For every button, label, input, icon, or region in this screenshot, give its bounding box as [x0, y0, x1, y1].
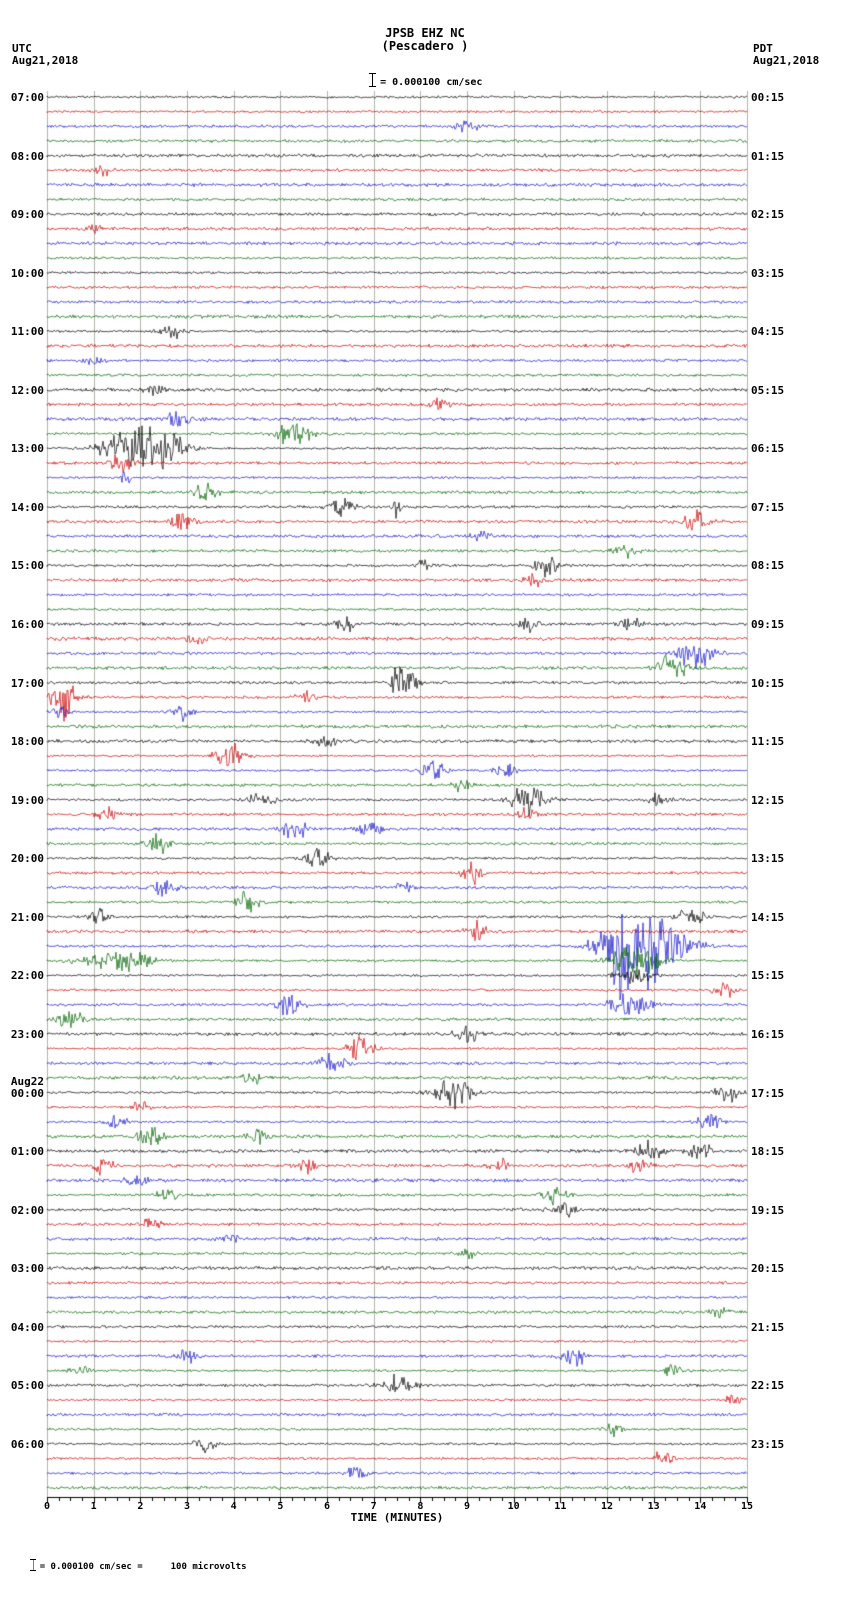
pdt-hour-label: 23:15 — [751, 1437, 785, 1451]
utc-date: Aug21,2018 — [12, 54, 79, 67]
utc-hour-label: 20:00 — [10, 852, 44, 866]
pdt-hour-label: 20:15 — [751, 1262, 785, 1276]
pdt-hour-label: 12:15 — [751, 793, 785, 807]
x-tick-label: 14 — [694, 1501, 707, 1512]
utc-hour-label: 00:00 — [10, 1086, 44, 1100]
x-tick-label: 4 — [230, 1501, 237, 1512]
pdt-hour-label: 09:15 — [751, 618, 785, 632]
header-scale-line: = 0.000100 cm/sec — [345, 62, 482, 99]
pdt-hour-label: 06:15 — [751, 442, 785, 456]
utc-hour-label: 18:00 — [10, 735, 44, 749]
pdt-hour-label: 08:15 — [751, 559, 785, 573]
station-title: JPSB EHZ NC — [385, 26, 465, 40]
utc-hour-label: 23:00 — [10, 1027, 44, 1041]
station-subtitle: (Pescadero ) — [381, 39, 469, 53]
pdt-hour-label: 02:15 — [751, 208, 785, 222]
x-tick-label: 10 — [507, 1501, 520, 1512]
utc-hour-label: 03:00 — [10, 1262, 44, 1276]
utc-hour-label: 15:00 — [10, 559, 44, 573]
utc-hour-label: 21:00 — [10, 910, 44, 924]
utc-hour-label: 06:00 — [10, 1437, 44, 1451]
x-tick-label: 11 — [554, 1501, 567, 1512]
pdt-hour-label: 04:15 — [751, 325, 785, 339]
pdt-hour-label: 00:15 — [751, 91, 785, 104]
x-tick-label: 13 — [647, 1501, 660, 1512]
x-axis-title: TIME (MINUTES) — [350, 1511, 444, 1524]
pdt-hour-label: 10:15 — [751, 676, 785, 690]
pdt-hour-label: 05:15 — [751, 383, 785, 397]
utc-label: UTC — [12, 42, 32, 55]
footer-scale-value: 100 microvolts — [170, 1562, 247, 1572]
utc-hour-label: 22:00 — [10, 969, 44, 983]
footer-ibeam-icon — [29, 1559, 36, 1571]
utc-hour-label: 07:00 — [10, 91, 44, 104]
x-tick-label: 0 — [43, 1501, 51, 1512]
utc-hour-label: 08:00 — [10, 149, 44, 163]
header-scale-text: = 0.000100 cm/sec — [380, 77, 483, 88]
pdt-hour-label: 21:15 — [751, 1320, 785, 1334]
footer-scale-text: = 0.000100 cm/sec = — [39, 1562, 143, 1572]
utc-hour-label: 17:00 — [10, 676, 44, 690]
pdt-hour-label: 19:15 — [751, 1203, 785, 1217]
utc-hour-label: 09:00 — [10, 208, 44, 222]
utc-hour-label: 13:00 — [10, 442, 44, 456]
x-tick-label: 8 — [417, 1501, 424, 1512]
x-tick-label: 1 — [90, 1501, 97, 1512]
x-tick-label: 15 — [740, 1501, 754, 1512]
pdt-hour-label: 14:15 — [751, 910, 785, 924]
utc-hour-label: 14:00 — [10, 500, 44, 514]
utc-hour-label: 11:00 — [10, 325, 44, 339]
pdt-hour-label: 16:15 — [751, 1027, 785, 1041]
utc-hour-label: 19:00 — [10, 793, 44, 807]
x-tick-label: 3 — [183, 1501, 191, 1512]
utc-hour-label: 10:00 — [10, 266, 44, 280]
x-tick-label: 2 — [137, 1501, 144, 1512]
x-tick-label: 5 — [277, 1501, 284, 1512]
pdt-hour-label: 11:15 — [751, 735, 785, 749]
utc-hour-label: 12:00 — [10, 383, 44, 397]
pdt-date: Aug21,2018 — [753, 54, 820, 67]
pdt-hour-label: 18:15 — [751, 1145, 785, 1159]
pdt-label: PDT — [753, 42, 773, 55]
pdt-hour-label: 15:15 — [751, 969, 785, 983]
pdt-hour-label: 17:15 — [751, 1086, 785, 1100]
pdt-hour-label: 01:15 — [751, 149, 785, 163]
pdt-hour-label: 07:15 — [751, 500, 785, 514]
utc-hour-label: 01:00 — [10, 1145, 44, 1159]
utc-hour-label: 02:00 — [10, 1203, 44, 1217]
utc-date-rollover: Aug22 — [10, 1074, 44, 1088]
x-tick-label: 12 — [600, 1501, 614, 1512]
utc-hour-label: 04:00 — [10, 1320, 44, 1334]
pdt-hour-label: 03:15 — [751, 266, 785, 280]
utc-hour-label: 05:00 — [10, 1379, 44, 1393]
x-tick-label: 6 — [323, 1501, 331, 1512]
scale-ibeam-icon — [369, 73, 377, 87]
x-tick-label: 7 — [370, 1501, 377, 1512]
utc-hour-label: 16:00 — [10, 618, 44, 632]
pdt-hour-label: 22:15 — [751, 1379, 785, 1393]
footer-scale-note: = 0.000100 cm/sec = 100 microvolts — [8, 1549, 247, 1582]
x-tick-label: 9 — [463, 1501, 471, 1512]
pdt-hour-label: 13:15 — [751, 852, 785, 866]
